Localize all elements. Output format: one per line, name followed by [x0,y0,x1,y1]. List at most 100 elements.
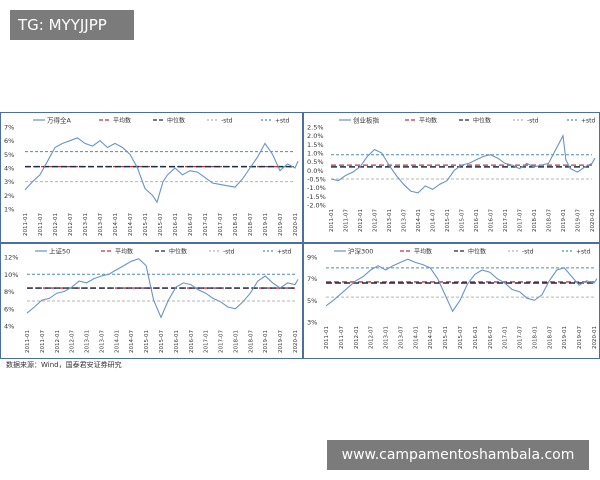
chart-chinext: 2.5%2.0%1.5%1.0%0.5%0.0%-0.5%-1.0%-1.5%-… [307,116,596,232]
y-tick-label: 6% [4,137,14,145]
x-tick-label: 2011-01 [25,330,31,353]
x-tick-label: 2012-01 [55,330,61,353]
legend-label-series: 沪深300 [348,247,373,256]
x-tick-label: 2015-07 [158,213,164,236]
panel-chinext: 2.5% 2.0% 1.5% 1.0% 0.5% 0.0% -0.5% -1.0% -1.5% -… [303,112,600,243]
x-tick-label: 2012-01 [53,213,59,236]
x-tick-label: 2014-01 [114,330,120,353]
x-tick-label: 2018-07 [248,213,254,236]
y-tick-label: 2% [4,192,14,200]
x-tick-label: 2013-01 [85,330,91,353]
x-tick-label: 2018-01 [532,326,538,349]
x-tick-label: 2011-07 [38,213,44,236]
x-tick-label: 2017-01 [503,209,509,232]
y-tick-label: -1.5% [307,193,326,201]
source-note: 数据来源：Wind，国泰君安证券研究 [6,361,122,369]
legend-label-median: 中位数 [169,248,187,256]
x-tick-label: 2014-07 [428,326,434,349]
legend-label-series: 创业板指 [353,116,380,125]
legend-label-median: 中位数 [473,117,491,125]
y-tick-label: 5% [4,151,14,159]
x-tick-label: 2017-07 [518,209,524,232]
legend-label-mean: 平均数 [115,248,133,256]
y-tick-label: -1.0% [307,184,326,192]
x-tick-label: 2020-01 [293,213,299,236]
y-tick-label: 12% [4,254,18,262]
legend-label-plus-std: +std [277,249,292,256]
watermark-top: TG: MYYJJPP [10,10,134,40]
x-tick-label: 2012-01 [358,209,364,232]
x-tick-label: 2016-07 [489,209,495,232]
legend-label-minus-std: -std [527,118,539,125]
x-tick-label: 2018-07 [547,326,553,349]
x-tick-label: 2013-07 [99,330,105,353]
y-tick-label: 0.5% [307,158,324,166]
x-tick-label: 2011-01 [324,326,330,349]
x-tick-label: 2019-07 [577,326,583,349]
x-tick-label: 2013-01 [83,213,89,236]
x-tick-label: 2020-01 [592,326,598,349]
x-tick-label: 2019-01 [263,330,269,353]
chart-wind-all-a: 7% 6% 5% 4% 3% 2% 1% 2011-01 2011-07 2012-01 2012-… [4,116,299,236]
x-tick-label: 2012-07 [68,213,74,236]
x-tick-label: 2011-07 [339,326,345,349]
panel-csi300: 9% 7% 5% 3% 2011-01 2011-07 2012-01 2012-07 2013… [303,243,600,359]
x-tick-label: 2019-07 [576,209,582,232]
x-tick-label: 2016-01 [473,326,479,349]
x-tick-label: 2013-01 [384,326,390,349]
x-tick-label: 2016-01 [174,330,180,353]
y-tick-label: 1.5% [307,141,324,149]
x-tick-label: 2011-07 [40,330,46,353]
x-tick-label: 2016-01 [474,209,480,232]
y-tick-label: 6% [4,305,14,313]
legend-label-series: 万得全A [47,116,72,125]
y-tick-label: 7% [307,275,317,283]
x-tick-label: 2015-01 [443,326,449,349]
x-tick-label: 2017-01 [503,326,509,349]
chart-csi300: 9% 7% 5% 3% 2011-01 2011-07 2012-01 2012-07 2013… [307,247,598,349]
legend-label-plus-std: +std [581,118,596,125]
legend-label-median: 中位数 [468,248,486,256]
y-tick-label: -2.0% [307,202,326,210]
x-tick-label: 2019-07 [278,213,284,236]
x-tick-label: 2013-07 [402,209,408,232]
x-tick-label: 2012-07 [373,209,379,232]
x-tick-label: 2011-01 [23,213,29,236]
y-tick-label: 1% [4,206,14,214]
y-tick-label: 4% [4,323,14,331]
series-line [24,137,299,204]
x-tick-label: 2018-01 [532,209,538,232]
legend-label-plus-std: +std [275,118,290,125]
x-tick-label: 2013-07 [398,326,404,349]
x-tick-label: 2014-07 [128,213,134,236]
x-tick-label: 2016-01 [173,213,179,236]
series-line [26,258,299,319]
x-tick-label: 2011-01 [329,209,335,232]
x-tick-label: 2017-07 [219,330,225,353]
x-tick-label: 2020-01 [590,209,596,232]
legend-label-minus-std: -std [522,249,534,256]
x-tick-label: 2016-07 [488,326,494,349]
x-tick-label: 2017-01 [203,213,209,236]
x-tick-label: 2017-01 [204,330,210,353]
y-tick-label: 7% [4,124,14,132]
y-tick-label: 10% [4,271,18,279]
x-tick-label: 2013-01 [387,209,393,232]
x-tick-label: 2015-01 [143,213,149,236]
legend-label-median: 中位数 [167,117,185,125]
x-tick-label: 2015-01 [144,330,150,353]
legend-label-minus-std: -std [223,249,235,256]
series-line [330,133,596,194]
x-tick-label: 2014-07 [431,209,437,232]
watermark-bottom: www.campamentoshambala.com [327,440,589,470]
panel-sse50: 12% 10% 8% 6% 4% 2011-01 2011-07 2012-01 2012-07… [0,243,303,359]
y-tick-label: 1.0% [307,150,324,158]
x-tick-label: 2019-07 [278,330,284,353]
y-tick-label: 2.0% [307,132,324,140]
x-tick-label: 2015-01 [445,209,451,232]
x-tick-label: 2018-01 [233,213,239,236]
series-line [325,258,598,313]
x-tick-label: 2017-07 [218,213,224,236]
legend-label-plus-std: +std [576,249,591,256]
figure: 7% 6% 5% 4% 3% 2% 1% 2011-01 2011-07 2012-01 2012-… [0,112,600,370]
